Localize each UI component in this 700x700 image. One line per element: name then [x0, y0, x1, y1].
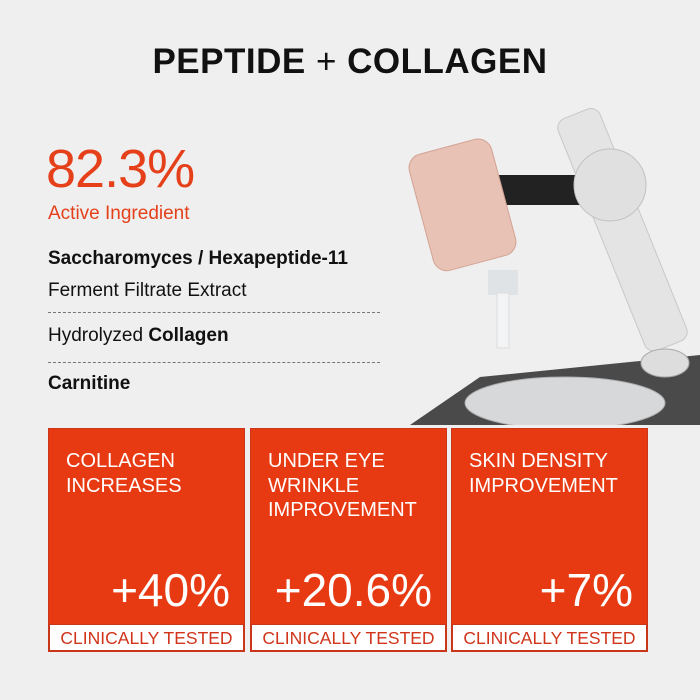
divider — [48, 312, 380, 313]
title-left: PEPTIDE — [152, 42, 306, 81]
ingredient-2-name: Collagen — [148, 325, 229, 346]
active-ingredient-percent: 82.3% — [46, 139, 195, 199]
stand-pole — [557, 108, 688, 352]
ingredient-1-name: Saccharomyces / Hexapeptide-11 — [48, 248, 348, 269]
stat-value: +20.6% — [274, 564, 432, 616]
bottle-cap — [488, 270, 518, 295]
divider — [48, 362, 380, 363]
clinically-tested-badge: CLINICALLY TESTED — [49, 624, 244, 651]
active-ingredient-label: Active Ingredient — [48, 203, 190, 224]
dropper-tip — [496, 292, 510, 349]
stat-label: COLLAGEN INCREASES — [66, 450, 182, 497]
ingredient-2-prefix: Hydrolyzed — [48, 325, 144, 346]
clinically-tested-badge: CLINICALLY TESTED — [452, 624, 647, 651]
title-plus: + — [315, 42, 337, 81]
stat-value: +7% — [539, 564, 633, 616]
page-title: PEPTIDE + COLLAGEN — [0, 42, 700, 82]
stat-value: +40% — [111, 564, 230, 616]
stat-label: UNDER EYE WRINKLE IMPROVEMENT — [268, 450, 417, 521]
stand-knob — [640, 348, 690, 378]
stat-card-wrinkle: UNDER EYE WRINKLE IMPROVEMENT +20.6% CLI… — [250, 428, 447, 652]
stat-label: SKIN DENSITY IMPROVEMENT — [469, 450, 618, 497]
clinically-tested-badge: CLINICALLY TESTED — [251, 624, 446, 651]
ingredient-1-subname: Ferment Filtrate Extract — [48, 280, 247, 301]
serum-device-illustration — [408, 108, 700, 425]
serum-bottle — [408, 138, 517, 272]
ingredient-2: Hydrolyzed Collagen — [48, 325, 229, 347]
stat-card-density: SKIN DENSITY IMPROVEMENT +7% CLINICALLY … — [451, 428, 648, 652]
clamp-arm — [490, 175, 590, 205]
stat-card-collagen: COLLAGEN INCREASES +40% CLINICALLY TESTE… — [48, 428, 245, 652]
title-right: COLLAGEN — [347, 42, 548, 81]
ingredient-3: Carnitine — [48, 373, 131, 394]
petri-dish — [464, 376, 666, 425]
adjust-knob — [573, 148, 647, 222]
